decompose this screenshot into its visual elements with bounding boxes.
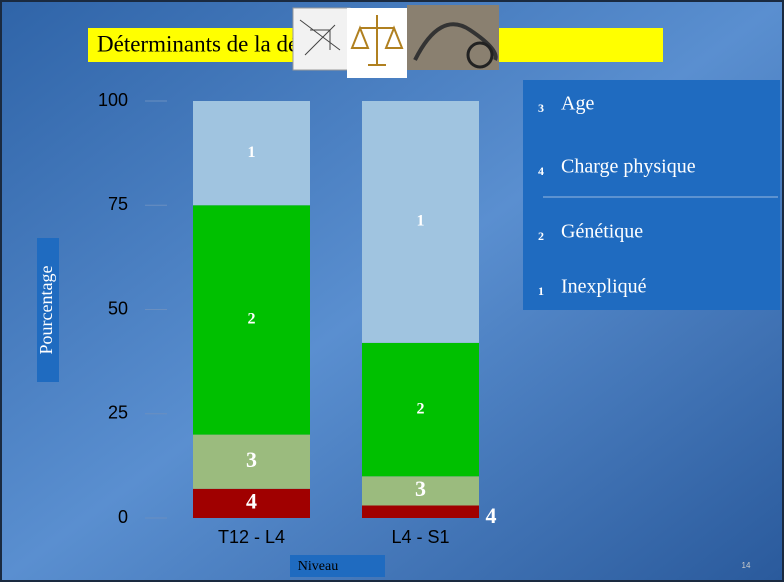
legend-label: Age	[561, 93, 594, 115]
segment-label: 2	[248, 311, 256, 328]
segment-label: 4	[246, 488, 257, 513]
legend-label: Inexpliqué	[561, 276, 647, 298]
legend-number: 1	[538, 284, 544, 298]
slide: Déterminants de la dégénérescence discal…	[0, 0, 784, 582]
x-tick-label: T12 - L4	[218, 527, 285, 547]
y-tick-label: 0	[118, 507, 128, 527]
segment-label: 1	[417, 213, 425, 230]
y-tick-label: 100	[98, 90, 128, 110]
y-tick-label: 75	[108, 194, 128, 214]
y-axis-label: Pourcentage	[36, 266, 56, 355]
legend-label: Génétique	[561, 221, 643, 243]
legend-number: 3	[538, 101, 544, 115]
segment-label: 3	[415, 476, 426, 501]
segment-label: 3	[246, 447, 257, 472]
legend-number: 2	[538, 229, 544, 243]
x-axis-label: Niveau	[298, 559, 338, 574]
bar-segment	[362, 505, 479, 518]
title-images	[293, 5, 499, 78]
segment-label: 4	[486, 503, 497, 528]
y-tick-label: 25	[108, 403, 128, 423]
x-tick-label: L4 - S1	[391, 527, 449, 547]
legend-number: 4	[538, 164, 544, 178]
segment-label: 2	[417, 400, 425, 417]
legend-label: Charge physique	[561, 156, 696, 178]
segment-label: 1	[248, 144, 256, 161]
page-number: 14	[742, 561, 751, 570]
y-tick-label: 50	[108, 298, 128, 318]
